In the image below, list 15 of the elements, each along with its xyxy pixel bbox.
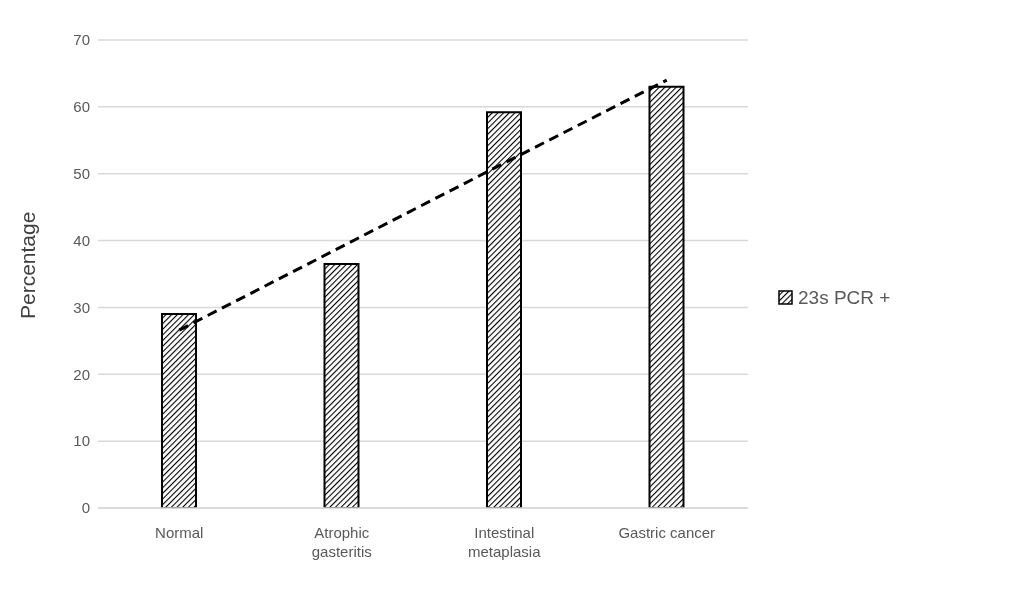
y-axis-title: Percentage — [16, 211, 40, 319]
y-tick-label: 20 — [73, 365, 90, 383]
y-tick-label: 10 — [73, 432, 90, 450]
x-tick-label: Gastric cancer — [618, 524, 716, 541]
y-tick-label: 50 — [73, 165, 90, 183]
y-tick-label: 40 — [73, 231, 90, 249]
x-tick-label: Intestinal metaplasia — [467, 524, 542, 560]
x-tick-label: Atrophic gasteritis — [311, 524, 372, 560]
y-tick-label: 60 — [73, 98, 90, 116]
legend-label: 23s PCR + — [798, 287, 891, 309]
y-tick-label: 30 — [73, 298, 90, 316]
y-tick-label: 0 — [81, 499, 90, 517]
x-tick-label: Normal — [155, 524, 204, 541]
y-tick-label: 70 — [73, 31, 90, 49]
bar — [323, 262, 360, 508]
